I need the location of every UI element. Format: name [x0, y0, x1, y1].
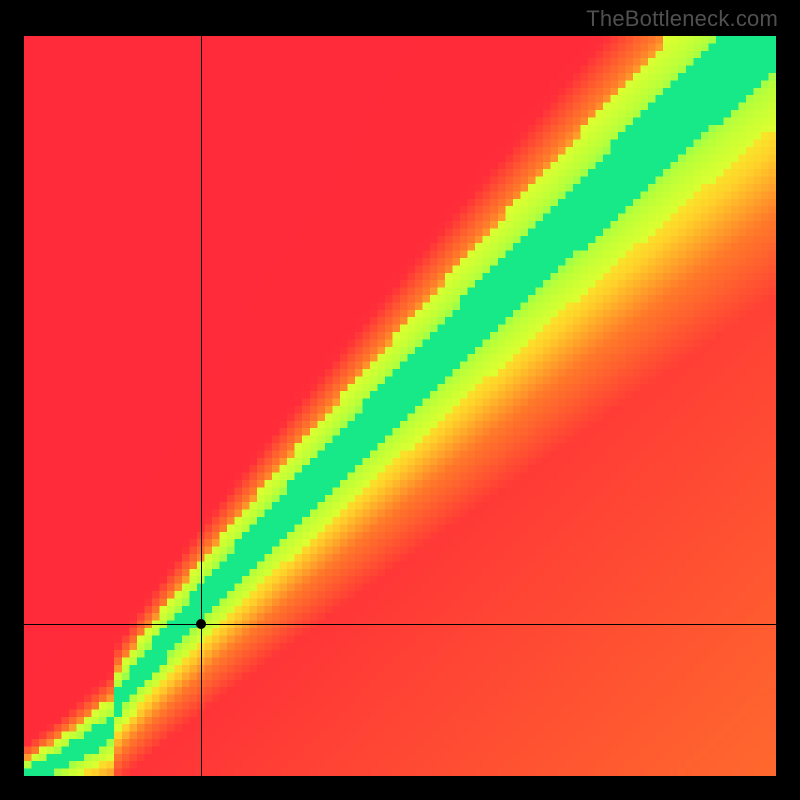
chart-frame: TheBottleneck.com [0, 0, 800, 800]
heatmap-canvas [24, 36, 776, 776]
crosshair-horizontal [24, 624, 776, 625]
crosshair-vertical [201, 36, 202, 776]
crosshair-marker [196, 619, 206, 629]
heatmap-plot [24, 36, 776, 776]
watermark-text: TheBottleneck.com [586, 6, 778, 32]
